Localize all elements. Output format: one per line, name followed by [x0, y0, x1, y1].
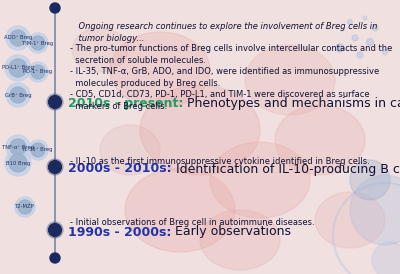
Circle shape — [363, 16, 367, 20]
Ellipse shape — [110, 32, 210, 108]
Text: Early observations: Early observations — [171, 226, 291, 238]
Text: Ongoing research continues to explore the involvement of Breg cells in
    tumor: Ongoing research continues to explore th… — [68, 22, 377, 43]
Circle shape — [31, 143, 45, 157]
Circle shape — [6, 83, 30, 107]
Text: 1990s - 2000s:: 1990s - 2000s: — [68, 226, 171, 238]
Text: GrB⁺ Breg: GrB⁺ Breg — [5, 93, 31, 98]
Circle shape — [18, 200, 32, 214]
Circle shape — [6, 135, 30, 159]
Text: 2010s - present:: 2010s - present: — [68, 98, 183, 110]
Text: B10 Breg: B10 Breg — [6, 161, 30, 165]
Circle shape — [48, 224, 62, 236]
Circle shape — [10, 87, 26, 103]
Circle shape — [48, 96, 62, 109]
Circle shape — [9, 154, 27, 172]
Ellipse shape — [200, 210, 280, 270]
Circle shape — [350, 175, 400, 245]
Text: - IL-35, TNF-α, GrB, ADO, and IDO, were identified as immunosuppressive
  molecu: - IL-35, TNF-α, GrB, ADO, and IDO, were … — [70, 67, 379, 88]
Circle shape — [352, 35, 358, 41]
Text: Phenotypes and mechanisms in cancer: Phenotypes and mechanisms in cancer — [183, 98, 400, 110]
Circle shape — [348, 19, 352, 24]
Text: - IL-10 as the first immunosuppressive cytokine identified in Breg cells.: - IL-10 as the first immunosuppressive c… — [70, 157, 370, 166]
Ellipse shape — [315, 192, 385, 248]
Text: ADO⁺ Breg: ADO⁺ Breg — [4, 36, 32, 41]
Text: - Initial observations of Breg cell in autoimmune diseases.: - Initial observations of Breg cell in a… — [70, 218, 315, 227]
Text: - CD5, CD1d, CD73, PD-1, PD-L1, and TIM-1 were discovered as surface
  markers o: - CD5, CD1d, CD73, PD-1, PD-L1, and TIM-… — [70, 90, 370, 111]
Text: 2000s - 2010s:: 2000s - 2010s: — [68, 162, 172, 176]
Circle shape — [382, 50, 388, 55]
Text: - The pro-tumor functions of Breg cells involve intercellular contacts and the
 : - The pro-tumor functions of Breg cells … — [70, 44, 392, 65]
Ellipse shape — [100, 125, 160, 175]
Circle shape — [31, 65, 45, 79]
Ellipse shape — [140, 85, 260, 175]
Circle shape — [9, 59, 27, 77]
Circle shape — [28, 140, 48, 160]
Circle shape — [5, 150, 31, 176]
Circle shape — [5, 55, 31, 81]
Text: TNF-α⁺ Breg: TNF-α⁺ Breg — [2, 144, 34, 150]
Circle shape — [372, 25, 378, 31]
Text: T2-MZP: T2-MZP — [15, 204, 35, 210]
Circle shape — [10, 30, 26, 46]
Circle shape — [28, 62, 48, 82]
Text: PD-L1⁺ Breg: PD-L1⁺ Breg — [2, 65, 34, 70]
Text: Identification of IL-10-producing B cells: Identification of IL-10-producing B cell… — [172, 162, 400, 176]
Circle shape — [15, 197, 35, 217]
Ellipse shape — [245, 45, 335, 115]
Circle shape — [6, 26, 30, 50]
Ellipse shape — [210, 142, 310, 218]
Circle shape — [31, 36, 45, 50]
Circle shape — [10, 139, 26, 155]
Text: PD-1⁺ Breg: PD-1⁺ Breg — [24, 70, 52, 75]
Text: TIM-1⁺ Breg: TIM-1⁺ Breg — [22, 41, 54, 45]
Circle shape — [48, 161, 62, 173]
Ellipse shape — [72, 28, 128, 72]
Circle shape — [50, 253, 60, 263]
Circle shape — [336, 44, 344, 52]
Circle shape — [366, 39, 374, 45]
Ellipse shape — [275, 105, 365, 175]
Circle shape — [50, 3, 60, 13]
Circle shape — [28, 33, 48, 53]
Circle shape — [357, 52, 363, 58]
Ellipse shape — [125, 168, 235, 252]
Circle shape — [372, 242, 400, 274]
Text: IL-35⁺ Breg: IL-35⁺ Breg — [23, 147, 53, 153]
Circle shape — [350, 160, 390, 200]
